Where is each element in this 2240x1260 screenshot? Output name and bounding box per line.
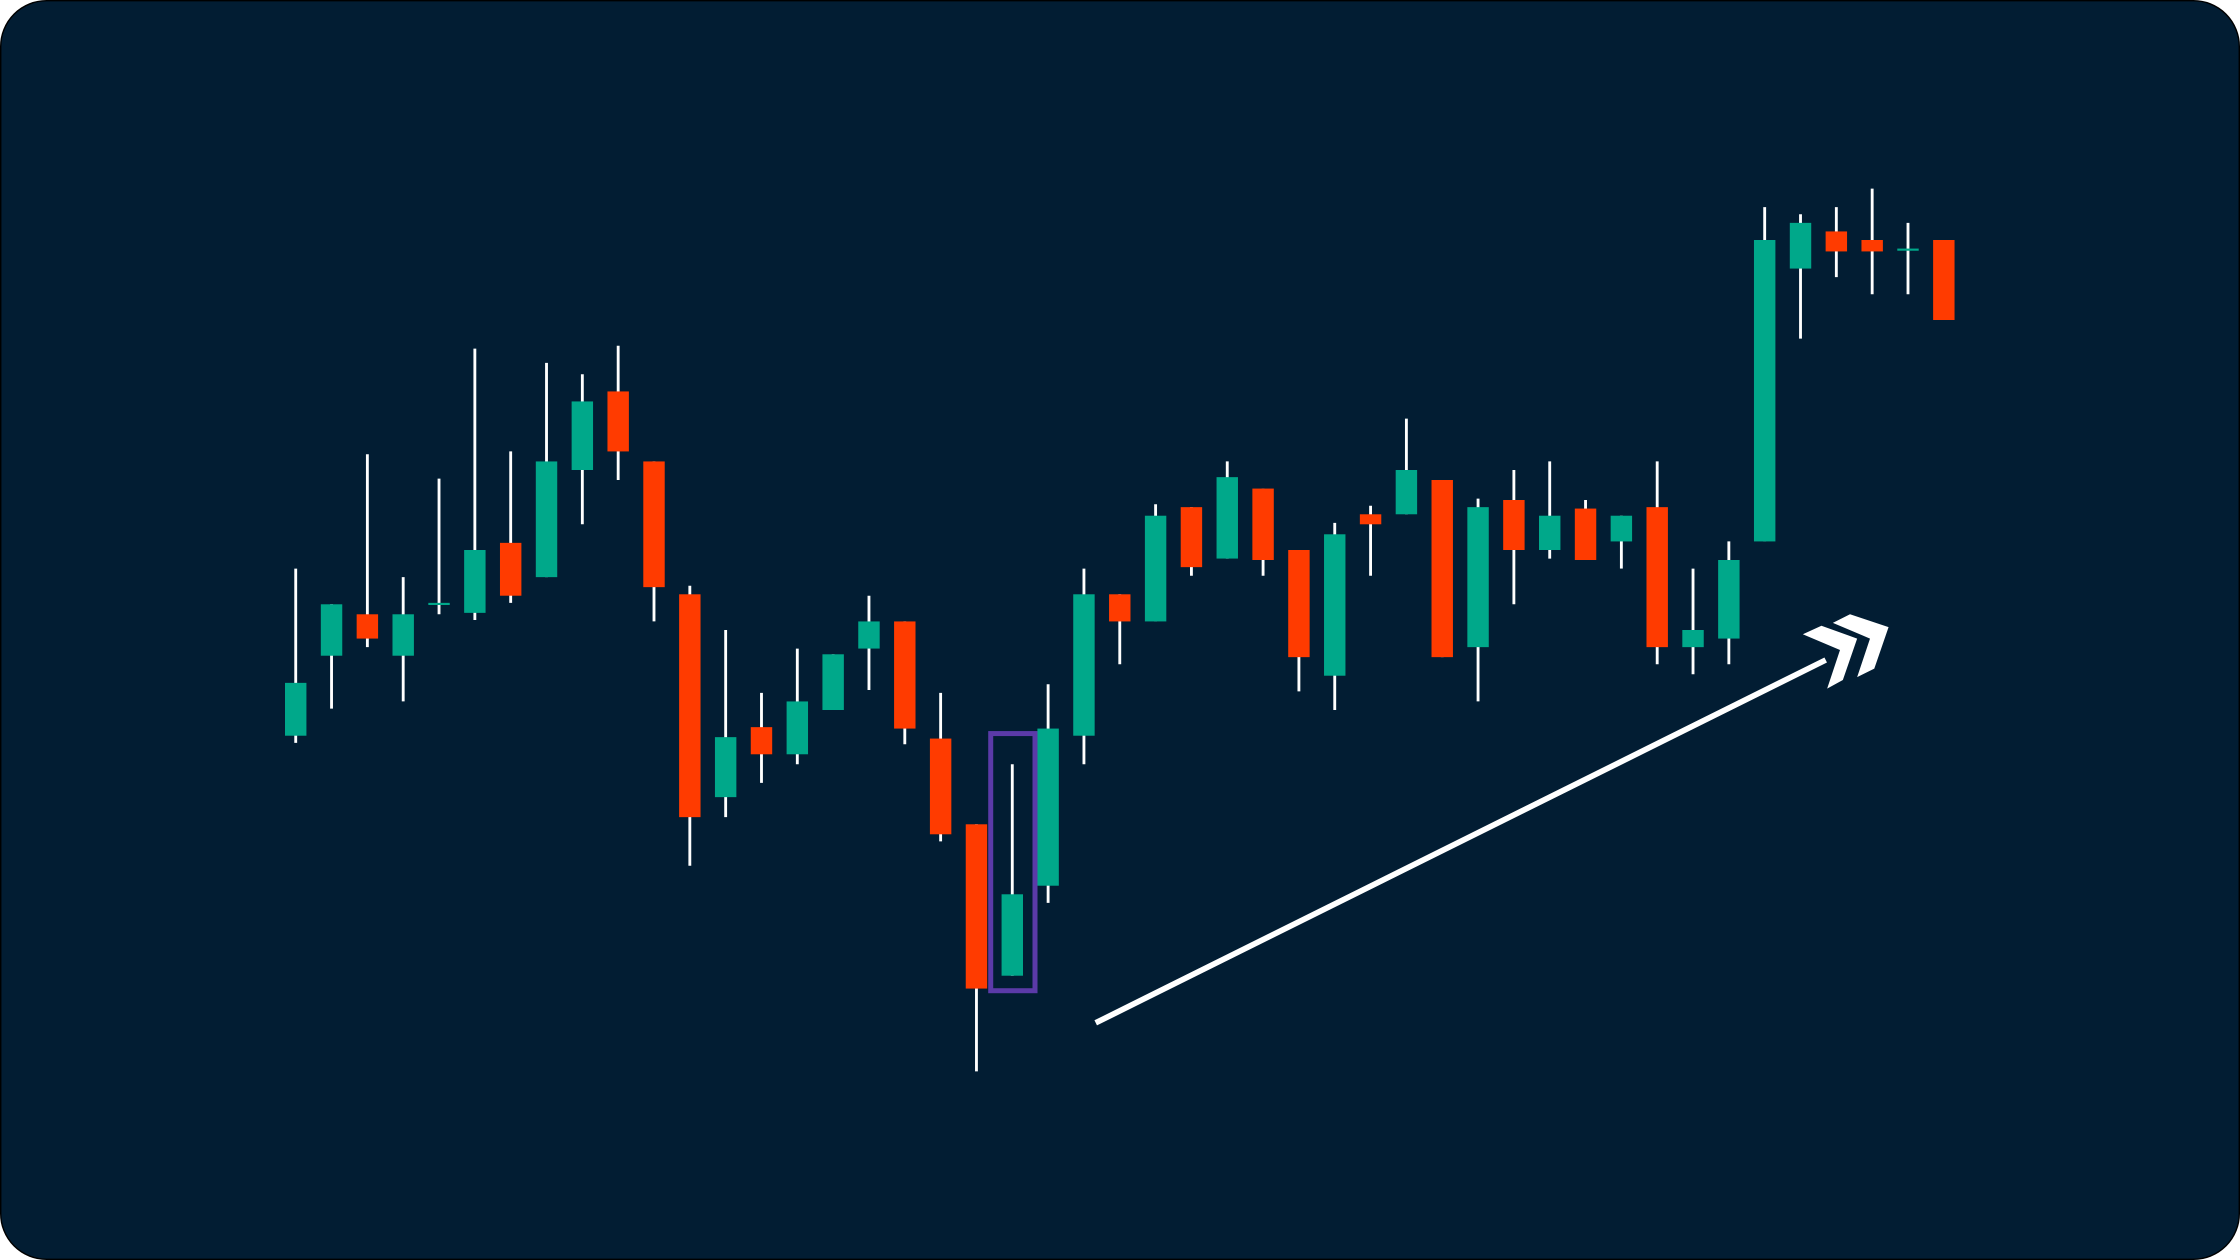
candle-body	[1933, 240, 1955, 320]
candle-body	[1897, 248, 1919, 251]
candle-body	[822, 654, 844, 710]
candle-body	[1718, 560, 1740, 639]
candle-body	[1503, 500, 1525, 550]
candle-body	[571, 401, 594, 470]
arrow-chevron	[1832, 614, 1889, 678]
candles	[285, 188, 1955, 1072]
candle-body	[714, 737, 737, 798]
candle-body	[1825, 231, 1848, 252]
candle-body	[1359, 514, 1382, 525]
candle-body	[1395, 470, 1418, 515]
candle-body	[929, 738, 952, 835]
candle-body	[1539, 515, 1561, 550]
candle-body	[1431, 480, 1453, 658]
highlight-box	[988, 731, 1038, 994]
candle-body	[1789, 222, 1812, 269]
arrow-chevron	[1802, 625, 1858, 689]
candle-body	[392, 614, 414, 656]
candle-body	[1180, 507, 1203, 568]
candle-body	[464, 550, 486, 613]
candle-body	[965, 824, 988, 989]
candle-body	[1324, 534, 1346, 676]
candle-body	[1144, 515, 1167, 622]
candle-body	[1467, 507, 1489, 648]
candle-body	[535, 461, 558, 578]
candle-body	[894, 621, 916, 729]
candle-body	[1610, 515, 1633, 542]
candle-body	[1753, 240, 1776, 542]
candle-body	[499, 542, 522, 596]
candle-body	[428, 602, 450, 605]
trend-arrow	[1094, 657, 1827, 1026]
candle-body	[750, 727, 773, 755]
candle-body	[1037, 728, 1059, 886]
candle-body	[320, 604, 343, 656]
candle-body	[1288, 550, 1310, 658]
candle-body	[786, 701, 809, 755]
candle-body	[1073, 594, 1095, 736]
candle-body	[1252, 488, 1274, 560]
candle-body	[1682, 630, 1704, 648]
candle-body	[1646, 507, 1668, 648]
candle-body	[643, 461, 665, 588]
candle-body	[1001, 894, 1023, 976]
candle-body	[1109, 594, 1131, 622]
candle-body	[1216, 477, 1238, 559]
candle-body	[679, 594, 701, 818]
candle-body	[1861, 240, 1883, 252]
candle-body	[607, 391, 629, 452]
candle-body	[285, 682, 307, 736]
candle-body	[356, 614, 379, 639]
candle-body	[858, 621, 880, 649]
candle-body	[1574, 508, 1597, 560]
